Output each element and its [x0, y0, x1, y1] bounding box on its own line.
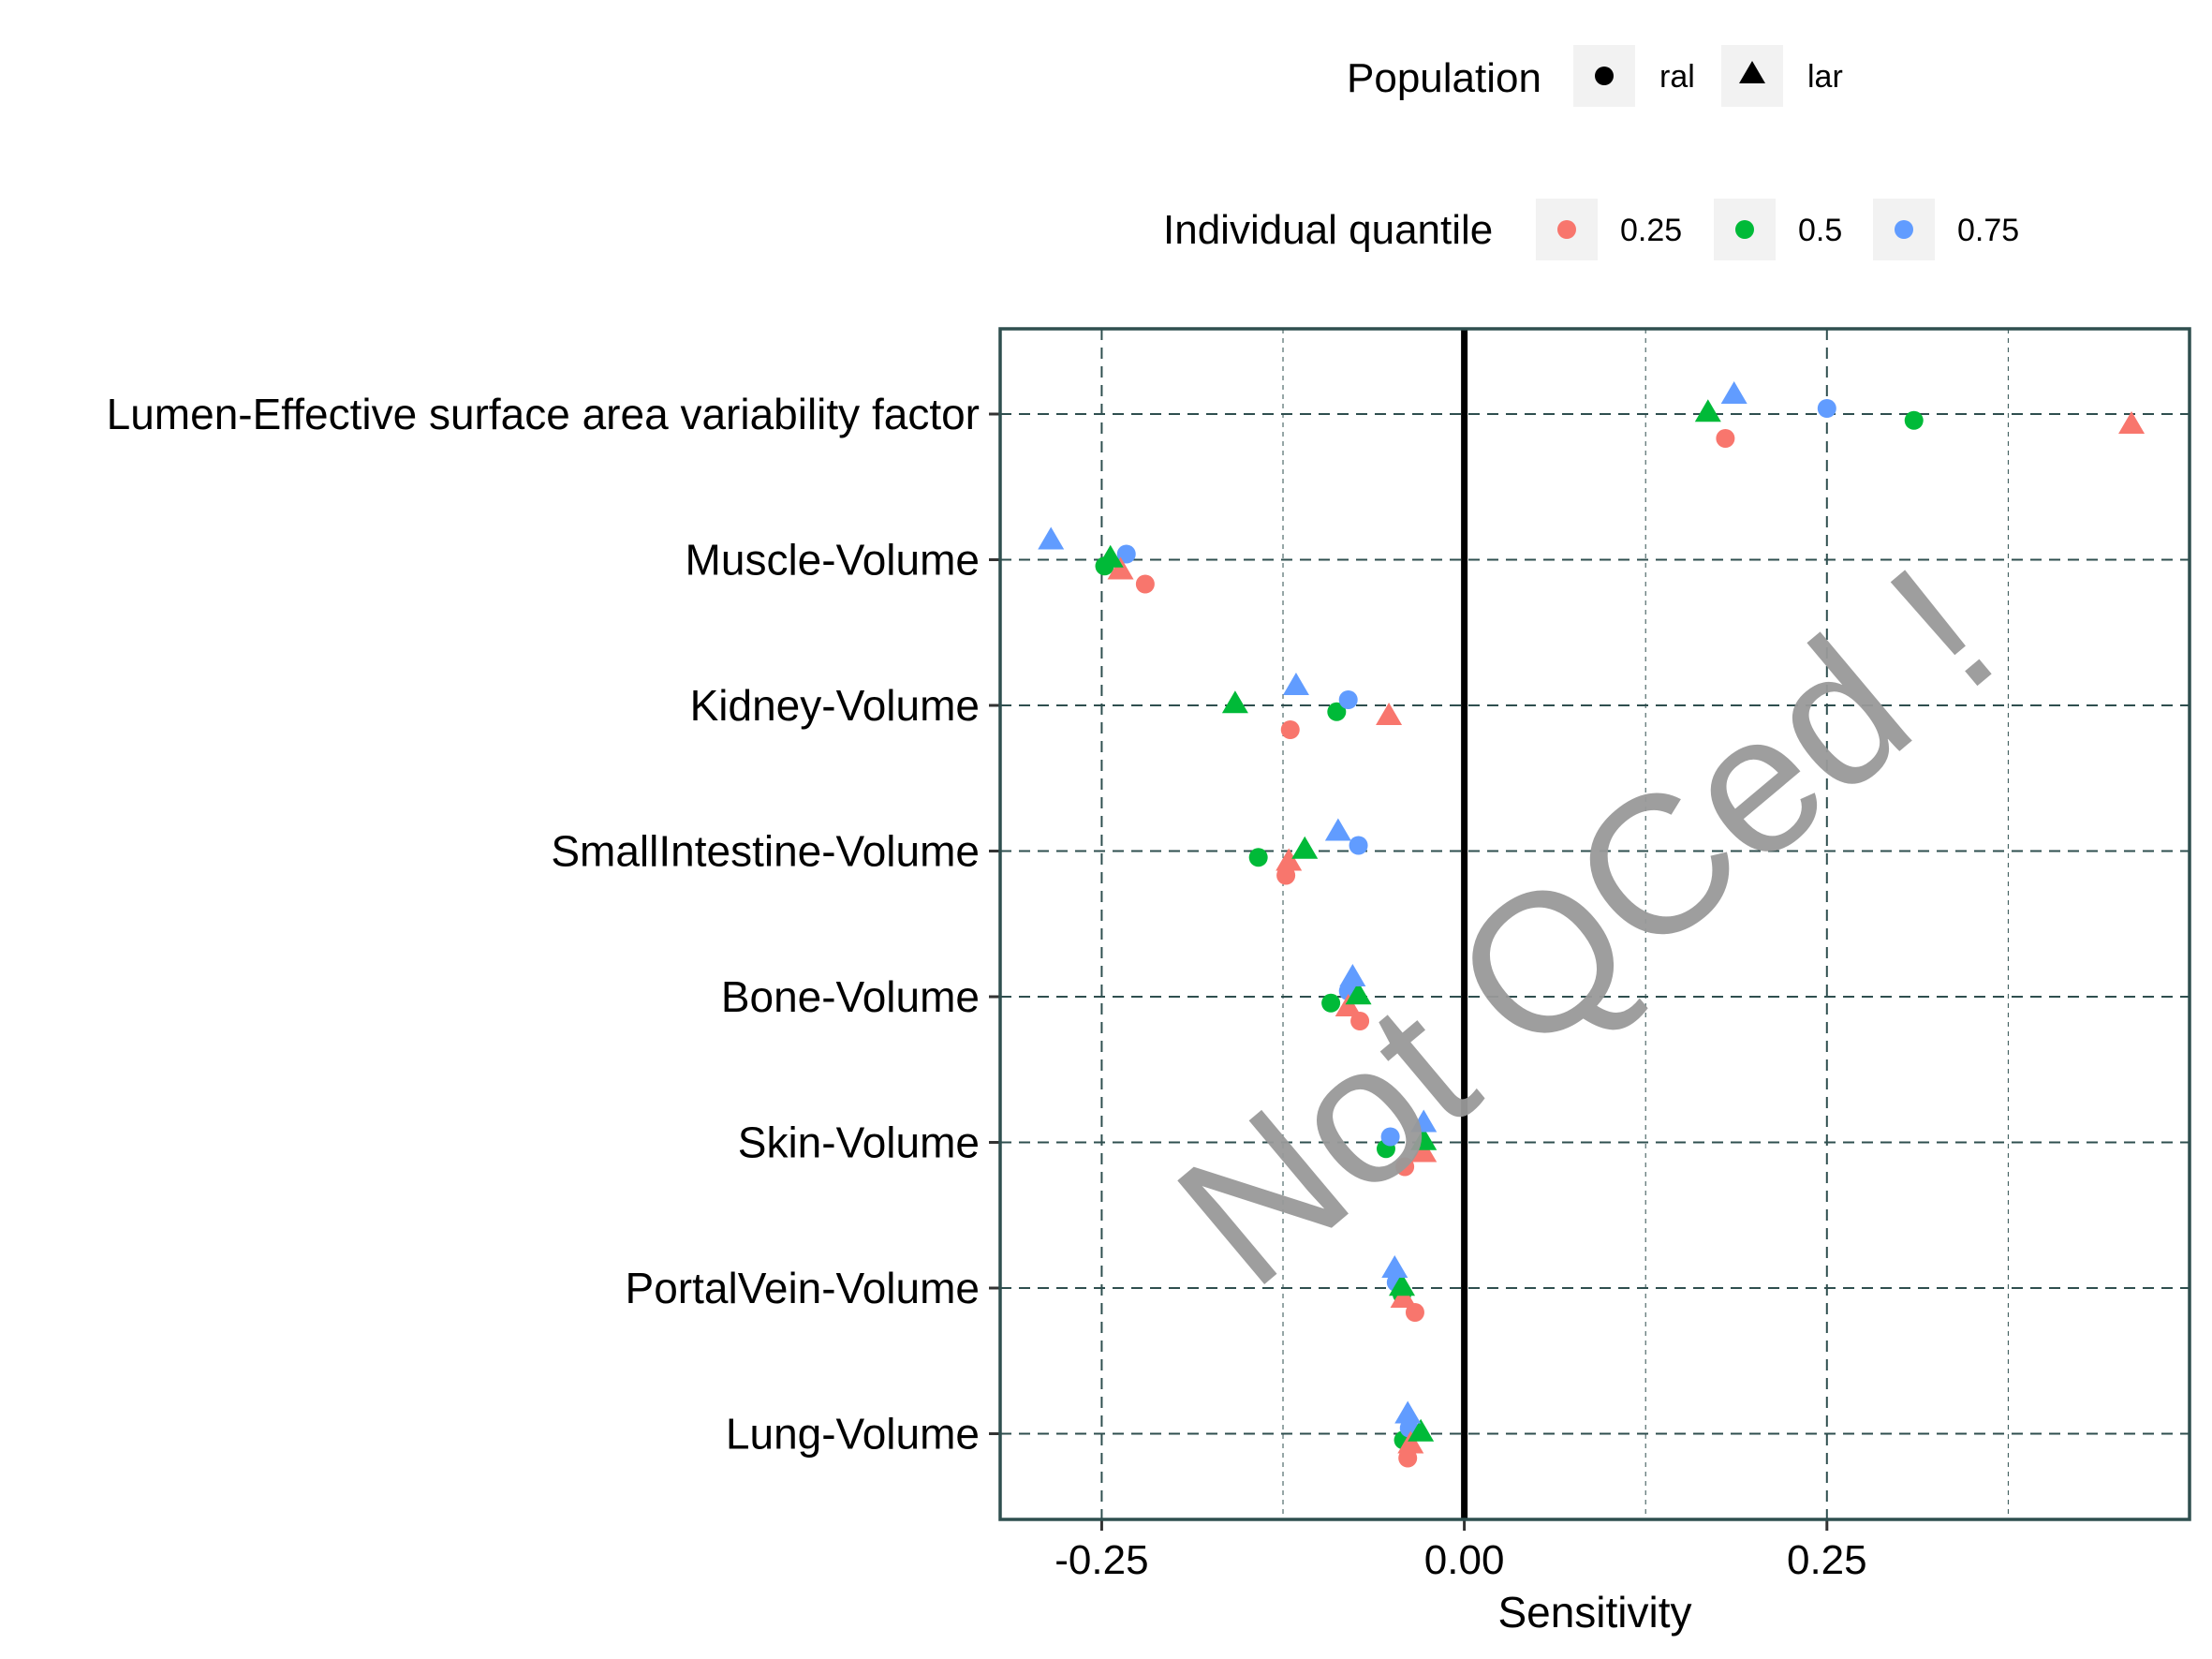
- legend-population-title: Population: [1347, 55, 1541, 101]
- data-point-lar-q075: [1381, 1255, 1408, 1278]
- data-point-ral-q025: [1280, 720, 1300, 739]
- data-points: [1038, 381, 2146, 1468]
- data-point-lar-q025: [1107, 556, 1134, 580]
- category-label: Muscle-Volume: [686, 536, 980, 585]
- legend-key-q025-symbol: [1557, 220, 1576, 239]
- data-point-lar-q075: [1720, 381, 1747, 404]
- data-point-ral-q025: [1716, 429, 1735, 448]
- category-label: Bone-Volume: [721, 972, 980, 1021]
- legend-label-q025: 0.25: [1620, 213, 1682, 248]
- category-label: Kidney-Volume: [690, 681, 980, 730]
- data-point-ral-q05: [1248, 848, 1268, 867]
- data-point-ral-q075: [1116, 544, 1136, 564]
- data-point-ral-q075: [1349, 836, 1368, 855]
- legend-population: Population ral lar: [1347, 45, 1843, 107]
- data-point-lar-q075: [1038, 526, 1065, 550]
- category-label: Skin-Volume: [738, 1118, 980, 1167]
- data-point-lar-q025: [1335, 994, 1362, 1016]
- x-tick-label: 0.25: [1787, 1537, 1867, 1583]
- data-point-lar-q05: [1408, 1418, 1435, 1442]
- data-point-lar-q05: [1291, 836, 1319, 859]
- data-point-ral-q075: [1380, 1127, 1400, 1147]
- legend-label-ral: ral: [1659, 59, 1695, 95]
- legend-label-lar: lar: [1807, 59, 1843, 95]
- data-point-lar-q05: [1389, 1273, 1416, 1296]
- x-axis-title: Sensitivity: [1497, 1588, 1691, 1637]
- legend-key-ral-symbol: [1595, 67, 1614, 85]
- category-labels: Lumen-Effective surface area variability…: [107, 390, 1000, 1459]
- data-point-lar-q075: [1410, 1109, 1438, 1133]
- data-point-ral-q025: [1395, 1157, 1415, 1177]
- legend-quantile: Individual quantile 0.25 0.5 0.75: [1163, 199, 2019, 260]
- data-point-lar-q05: [1410, 1127, 1438, 1150]
- legend-key-lar-symbol: [1739, 61, 1765, 83]
- legend-label-q075: 0.75: [1957, 213, 2019, 248]
- x-axis-ticks: -0.25 0.00 0.25: [1054, 1519, 1867, 1583]
- data-point-lar-q025: [1410, 1139, 1438, 1163]
- data-point-lar-q05: [1345, 982, 1372, 1005]
- data-point-lar-q025: [1397, 1430, 1424, 1454]
- category-label: PortalVein-Volume: [626, 1264, 980, 1312]
- data-point-lar-q075: [1394, 1400, 1422, 1424]
- legend-label-q05: 0.5: [1798, 213, 1842, 248]
- x-tick-label: -0.25: [1054, 1537, 1148, 1583]
- data-point-ral-q075: [1817, 399, 1836, 418]
- data-point-ral-q075: [1338, 690, 1358, 709]
- data-point-lar-q05: [1097, 544, 1124, 568]
- data-point-lar-q075: [1282, 673, 1309, 695]
- x-tick-label: 0.00: [1424, 1537, 1505, 1583]
- data-point-lar-q025: [1376, 703, 1403, 725]
- category-label: SmallIntestine-Volume: [551, 827, 980, 876]
- data-point-lar-q025: [1276, 848, 1303, 871]
- category-label: Lumen-Effective surface area variability…: [107, 390, 980, 438]
- data-point-lar-q075: [1339, 964, 1366, 986]
- legend-key-q075-symbol: [1895, 220, 1913, 239]
- legend-key-q05-symbol: [1735, 220, 1754, 239]
- category-label: Lung-Volume: [726, 1410, 980, 1459]
- data-point-ral-q05: [1327, 702, 1347, 721]
- data-point-ral-q025: [1135, 574, 1155, 594]
- data-point-lar-q075: [1324, 818, 1351, 841]
- plot-panel-border: [998, 327, 2191, 1521]
- data-point-lar-q05: [1694, 399, 1721, 422]
- watermark-text: Not QCed !: [1138, 526, 2033, 1326]
- legend-quantile-title: Individual quantile: [1163, 207, 1493, 253]
- data-point-lar-q05: [1221, 690, 1248, 714]
- data-point-ral-q05: [1321, 993, 1341, 1013]
- data-point-ral-q05: [1904, 410, 1924, 430]
- data-point-lar-q025: [1390, 1285, 1417, 1308]
- data-point-lar-q025: [2118, 411, 2146, 434]
